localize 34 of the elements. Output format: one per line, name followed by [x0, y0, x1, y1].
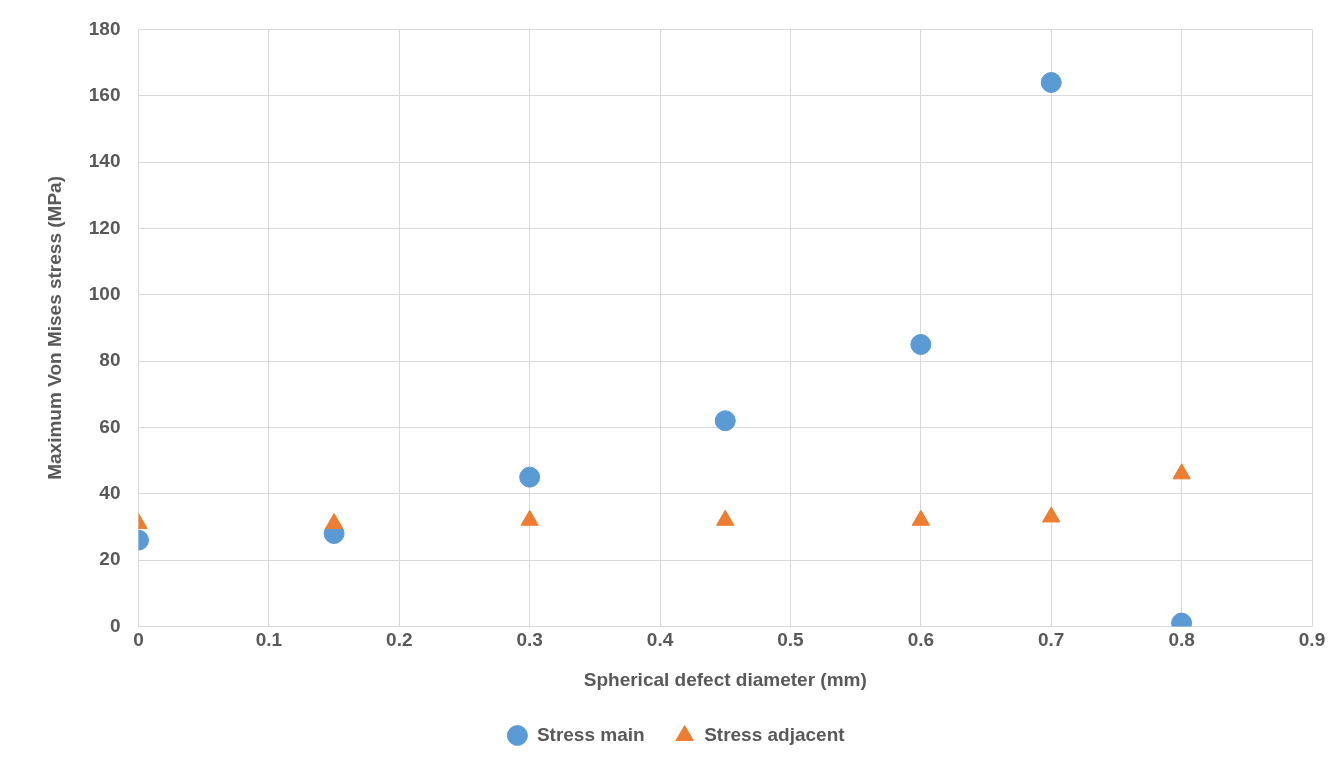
y-tick-label: 100 — [88, 282, 121, 304]
legend-label: Stress adjacent — [704, 723, 846, 745]
legend-label: Stress main — [536, 723, 645, 745]
y-tick-label: 160 — [88, 83, 121, 105]
y-tick-label: 20 — [99, 548, 121, 570]
x-tick-label: 0.4 — [646, 629, 674, 651]
point — [1172, 463, 1191, 480]
y-tick-label: 80 — [99, 349, 121, 371]
x-tick-label: 0.6 — [907, 629, 935, 651]
x-tick-label: 0.7 — [1038, 629, 1065, 651]
point — [324, 513, 344, 530]
point — [714, 410, 736, 432]
point — [1042, 506, 1061, 523]
y-tick-label: 0 — [109, 614, 121, 636]
point — [910, 333, 932, 355]
y-tick-label: 120 — [88, 216, 121, 238]
y-tick-label: 140 — [88, 150, 121, 172]
point — [716, 509, 735, 526]
x-tick-label: 0.5 — [777, 629, 805, 651]
x-tick-label: 0.3 — [516, 629, 543, 651]
x-tick-label: 0.9 — [1298, 629, 1326, 651]
y-tick-label: 40 — [99, 481, 121, 503]
x-tick-label: 0 — [133, 629, 144, 651]
y-axis-title: Maximum Von Mises stress (MPa) — [43, 176, 65, 480]
x-tick-label: 0.1 — [255, 629, 283, 651]
point — [520, 509, 539, 526]
x-tick-label: 0.8 — [1168, 629, 1195, 651]
x-tick-label: 0.2 — [386, 629, 413, 651]
point — [1040, 71, 1062, 93]
y-tick-label: 60 — [99, 415, 121, 437]
y-tick-label: 180 — [88, 17, 121, 39]
point — [519, 466, 541, 488]
x-axis-title: Spherical defect diameter (mm) — [583, 668, 867, 690]
point — [911, 509, 930, 526]
